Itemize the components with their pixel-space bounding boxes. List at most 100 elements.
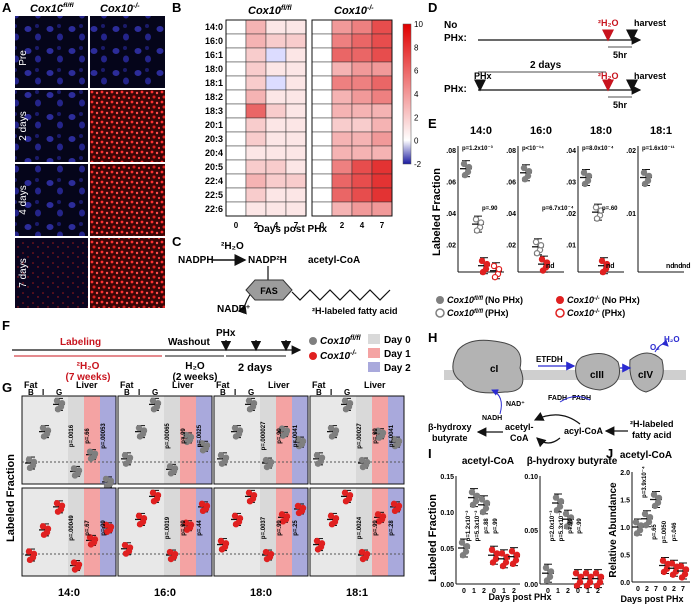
heatmap-cell (311, 61, 333, 77)
heatmap-row-label: 18:3 (205, 106, 223, 116)
heatmap-cell (311, 187, 333, 203)
g-pvalue: p=.0016 (69, 424, 75, 447)
i-pvalue: p=5.3x10⁻³ (558, 511, 565, 542)
data-point (217, 452, 225, 459)
g-liver-label: Liver (364, 380, 386, 390)
heatmap-frame (311, 19, 393, 217)
panel-g: G Labeled Fraction p=.0016 p=.66 p=.00053 F… (2, 380, 405, 599)
data-point (469, 501, 477, 508)
colorbar (402, 23, 412, 165)
data-point (136, 521, 144, 528)
i-pvalue: p=.99 (568, 518, 574, 534)
heatmap-cell (351, 173, 373, 189)
g-big-label: I (330, 388, 332, 397)
f-legend-day0-swatch (368, 334, 380, 344)
data-point (203, 442, 211, 449)
data-point (126, 544, 134, 551)
j-title: acetyl-CoA (620, 450, 672, 461)
heatmap-col-label: 7 (294, 221, 299, 230)
heatmap-row-label: 18:2 (205, 92, 223, 102)
data-point (562, 510, 570, 517)
heatmap-cell (371, 61, 393, 77)
panel-c: C NADPH ²H₂O NADP²H acetyl-CoA FAS NADP⁺… (172, 234, 398, 316)
label-acetyl-coa-c: acetyl-CoA (308, 255, 360, 266)
data-point (149, 489, 157, 496)
micrograph-ko-pre (90, 16, 165, 88)
heatmap-cell (371, 89, 393, 105)
data-point (279, 518, 287, 525)
data-point (279, 432, 287, 439)
e-legend-0: Cox10fl/fl (No PHx) (447, 295, 523, 305)
g-liver-label: Liver (172, 380, 194, 390)
heatmap-cell (311, 19, 333, 35)
heatmap-cell (225, 19, 247, 35)
data-point (391, 442, 399, 450)
heatmap-cell (285, 61, 307, 77)
data-point (150, 405, 158, 413)
data-point (26, 464, 34, 472)
heatmap-cell (351, 89, 373, 105)
j-ylabel: Relative Abundance (608, 482, 619, 578)
data-point (379, 429, 387, 436)
data-point (295, 442, 303, 450)
e-tick-label: .01 (626, 211, 636, 218)
data-point (477, 219, 485, 226)
data-point (53, 500, 61, 507)
data-point (669, 571, 677, 578)
data-point (103, 528, 111, 536)
f-legend-day1: Day 1 (384, 349, 411, 360)
heatmap-cell (245, 187, 267, 203)
heatmap-cell (225, 47, 247, 63)
data-point (40, 433, 48, 440)
f-labeling-weeks: (7 weeks) (65, 372, 110, 383)
i-x-tick: 0 (462, 588, 466, 595)
g-pvalue: p=.28 (389, 520, 395, 536)
data-point (245, 397, 253, 404)
data-point (532, 238, 540, 246)
e-legend: Cox10fl/fl (No PHx) Cox10fl/fl (PHx) Cox10… (435, 295, 640, 318)
data-point (54, 508, 62, 515)
data-point (597, 573, 605, 581)
data-point (483, 499, 491, 507)
data-point (328, 433, 336, 440)
data-point (107, 523, 115, 531)
f-legend-ff-marker (309, 337, 317, 345)
panel-a-col-right: Cox10-/- (100, 3, 140, 15)
g-big-label: G (248, 388, 254, 397)
data-point (537, 241, 545, 249)
i-subplot-title: acetyl-CoA (462, 456, 514, 467)
heatmap-cell (245, 19, 267, 35)
heatmap-cell (285, 89, 307, 105)
heatmap-cell (371, 75, 393, 91)
heatmap-row-label: 14:0 (205, 22, 223, 32)
heatmap-row-label: 20:4 (205, 148, 223, 158)
data-point (572, 570, 580, 577)
panel-h: H cI cIII cIV ETFDH O₂ H₂O FADH FADH NAD… (428, 330, 686, 448)
e-plots: 14:0 .08 .06 .04 .02 p=1.2x10⁻³ p=.90 16:0 .08 .0… (446, 125, 691, 281)
panel-f: F Labeling Washout PHx ²H₂O (7 weeks) H₂… (2, 318, 411, 383)
heatmap-cell (331, 47, 353, 63)
j-x-tick: 0 (663, 586, 667, 593)
heatmap-row-label: 22:5 (205, 190, 223, 200)
i-x-tick: 1 (586, 588, 590, 595)
heatmap-cell (331, 117, 353, 133)
heatmap-cell (225, 187, 247, 203)
heatmap-col-label: 0 (234, 221, 239, 230)
e-pvalue: p=1.6x10⁻¹¹ (642, 145, 675, 152)
data-point (585, 172, 593, 180)
data-point (459, 552, 467, 559)
heatmap-cell (265, 159, 287, 175)
heatmap-cell (311, 47, 333, 63)
data-point (231, 512, 239, 520)
heatmap-cell (225, 201, 247, 217)
g-pvalue: p=.00065 (165, 423, 171, 449)
e-legend-3: Cox10-/- (PHx) (567, 308, 625, 318)
heatmap-row-label: 22:6 (205, 204, 223, 214)
heatmap-cell (285, 131, 307, 147)
data-point (167, 470, 175, 477)
g-pvalue: p=.99 (181, 520, 187, 536)
h-nadp: NAD⁺ (506, 400, 525, 408)
heatmap-col-label: 0 (320, 221, 325, 230)
heatmap-cell (331, 103, 353, 119)
heatmap-cell (265, 145, 287, 161)
